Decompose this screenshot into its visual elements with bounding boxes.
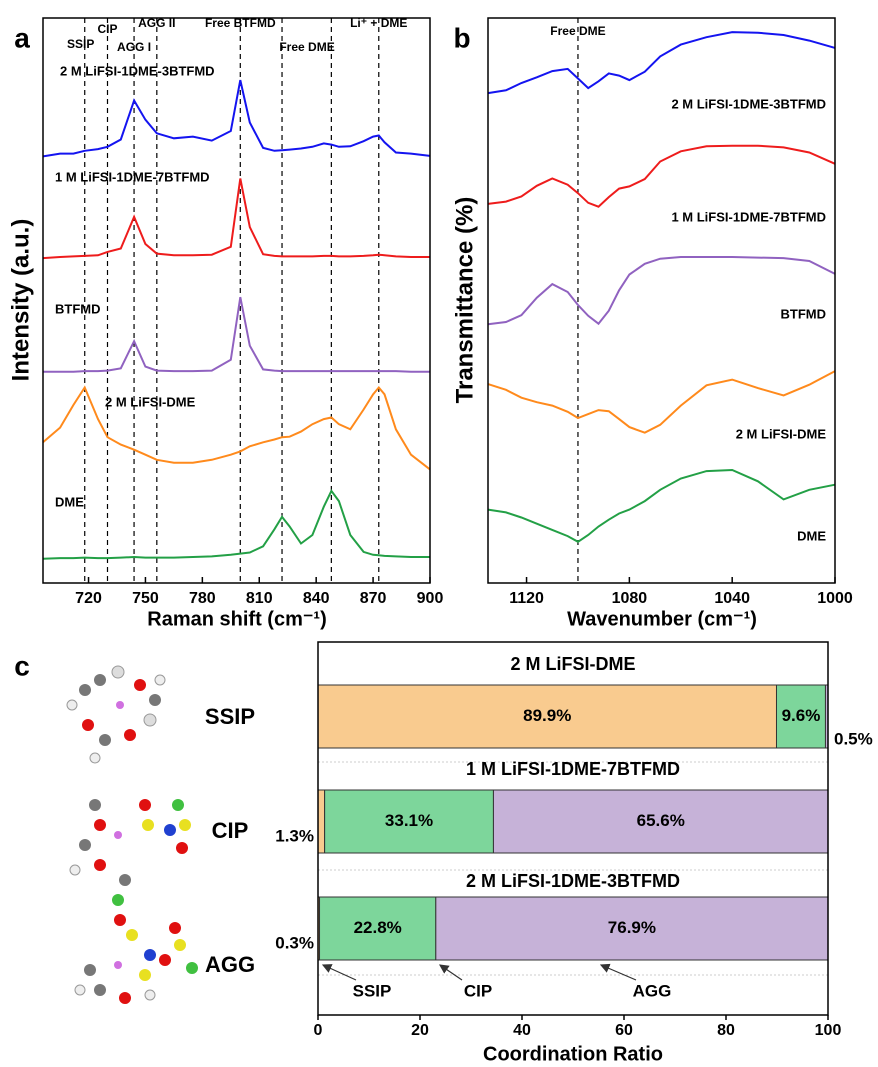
x-tick-label: 80: [717, 1022, 735, 1039]
series-label: BTFMD: [781, 306, 827, 321]
series-line: [488, 32, 835, 93]
category-title: 2 M LiFSI-1DME-3BTFMD: [466, 871, 680, 891]
molecule-ssip: [67, 666, 165, 763]
legend-label: SSIP: [353, 981, 392, 1000]
series-label: DME: [797, 528, 826, 543]
category-title: 2 M LiFSI-DME: [511, 654, 636, 674]
x-tick-label: 810: [246, 590, 273, 607]
x-tick-label: 840: [303, 590, 330, 607]
series-line: [43, 179, 430, 259]
x-axis-title: Raman shift (cm⁻¹): [147, 608, 326, 630]
reference-label: CIP: [97, 22, 117, 36]
series-label: 2 M LiFSI-DME: [736, 426, 827, 441]
value-label: 22.8%: [354, 918, 402, 937]
y-axis-title: Intensity (a.u.): [7, 219, 34, 382]
series-line: [488, 470, 835, 542]
x-tick-label: 750: [132, 590, 159, 607]
x-tick-label: 1120: [509, 590, 544, 607]
molecule-label: AGG: [205, 952, 255, 977]
series-label: 1 M LiFSI-1DME-7BTFMD: [55, 169, 210, 184]
panel-label: a: [14, 22, 30, 53]
reference-label: Free DME: [279, 40, 334, 54]
reference-label: SSIP: [67, 37, 94, 51]
series-line: [43, 80, 430, 156]
series-line: [43, 388, 430, 470]
molecule-label: SSIP: [205, 704, 255, 729]
value-label: 89.9%: [523, 706, 571, 725]
panel-label: b: [453, 22, 470, 53]
reference-label: AGG I: [117, 40, 151, 54]
x-tick-label: 900: [417, 590, 444, 607]
value-label: 9.6%: [782, 706, 821, 725]
legend-label: CIP: [464, 981, 492, 1000]
x-axis-title: Coordination Ratio: [483, 1043, 663, 1065]
x-tick-label: 20: [411, 1022, 429, 1039]
series-line: [43, 491, 430, 559]
x-tick-label: 60: [615, 1022, 633, 1039]
legend-arrow: [601, 965, 636, 980]
x-tick-label: 1040: [714, 590, 750, 607]
x-tick-label: 1080: [612, 590, 648, 607]
series-label: 2 M LiFSI-DME: [105, 394, 196, 409]
molecule-cip: [70, 799, 191, 886]
molecule-agg: [75, 894, 198, 1004]
bar-segment: [318, 790, 325, 853]
x-tick-label: 720: [75, 590, 102, 607]
panel-label: c: [14, 650, 30, 681]
molecule-label: CIP: [212, 818, 249, 843]
legend-label: AGG: [633, 981, 672, 1000]
series-label: BTFMD: [55, 301, 101, 316]
x-axis-title: Wavenumber (cm⁻¹): [567, 608, 757, 630]
y-axis-title: Transmittance (%): [451, 197, 478, 404]
value-label: 33.1%: [385, 811, 433, 830]
x-tick-label: 40: [513, 1022, 531, 1039]
x-tick-label: 870: [360, 590, 387, 607]
value-label: 76.9%: [608, 918, 656, 937]
x-tick-label: 1000: [817, 590, 853, 607]
value-label: 0.5%: [834, 729, 873, 748]
legend-arrow: [440, 965, 462, 980]
series-label: 2 M LiFSI-1DME-3BTFMD: [60, 63, 215, 78]
reference-label: Free DME: [550, 24, 605, 38]
value-label: 65.6%: [637, 811, 685, 830]
series-line: [488, 371, 835, 433]
value-label: 1.3%: [275, 826, 314, 845]
x-tick-label: 0: [314, 1022, 323, 1039]
series-label: 1 M LiFSI-1DME-7BTFMD: [671, 209, 826, 224]
x-tick-label: 100: [815, 1022, 842, 1039]
category-title: 1 M LiFSI-1DME-7BTFMD: [466, 759, 680, 779]
series-label: 2 M LiFSI-1DME-3BTFMD: [671, 96, 826, 111]
legend-arrow: [323, 965, 356, 980]
series-line: [43, 297, 430, 372]
value-label: 0.3%: [275, 933, 314, 952]
figure: SSIPCIPAGG IAGG IIFree BTFMDFree DMELi⁺ …: [0, 0, 878, 1067]
series-label: DME: [55, 494, 84, 509]
series-line: [488, 146, 835, 207]
x-tick-label: 780: [189, 590, 216, 607]
